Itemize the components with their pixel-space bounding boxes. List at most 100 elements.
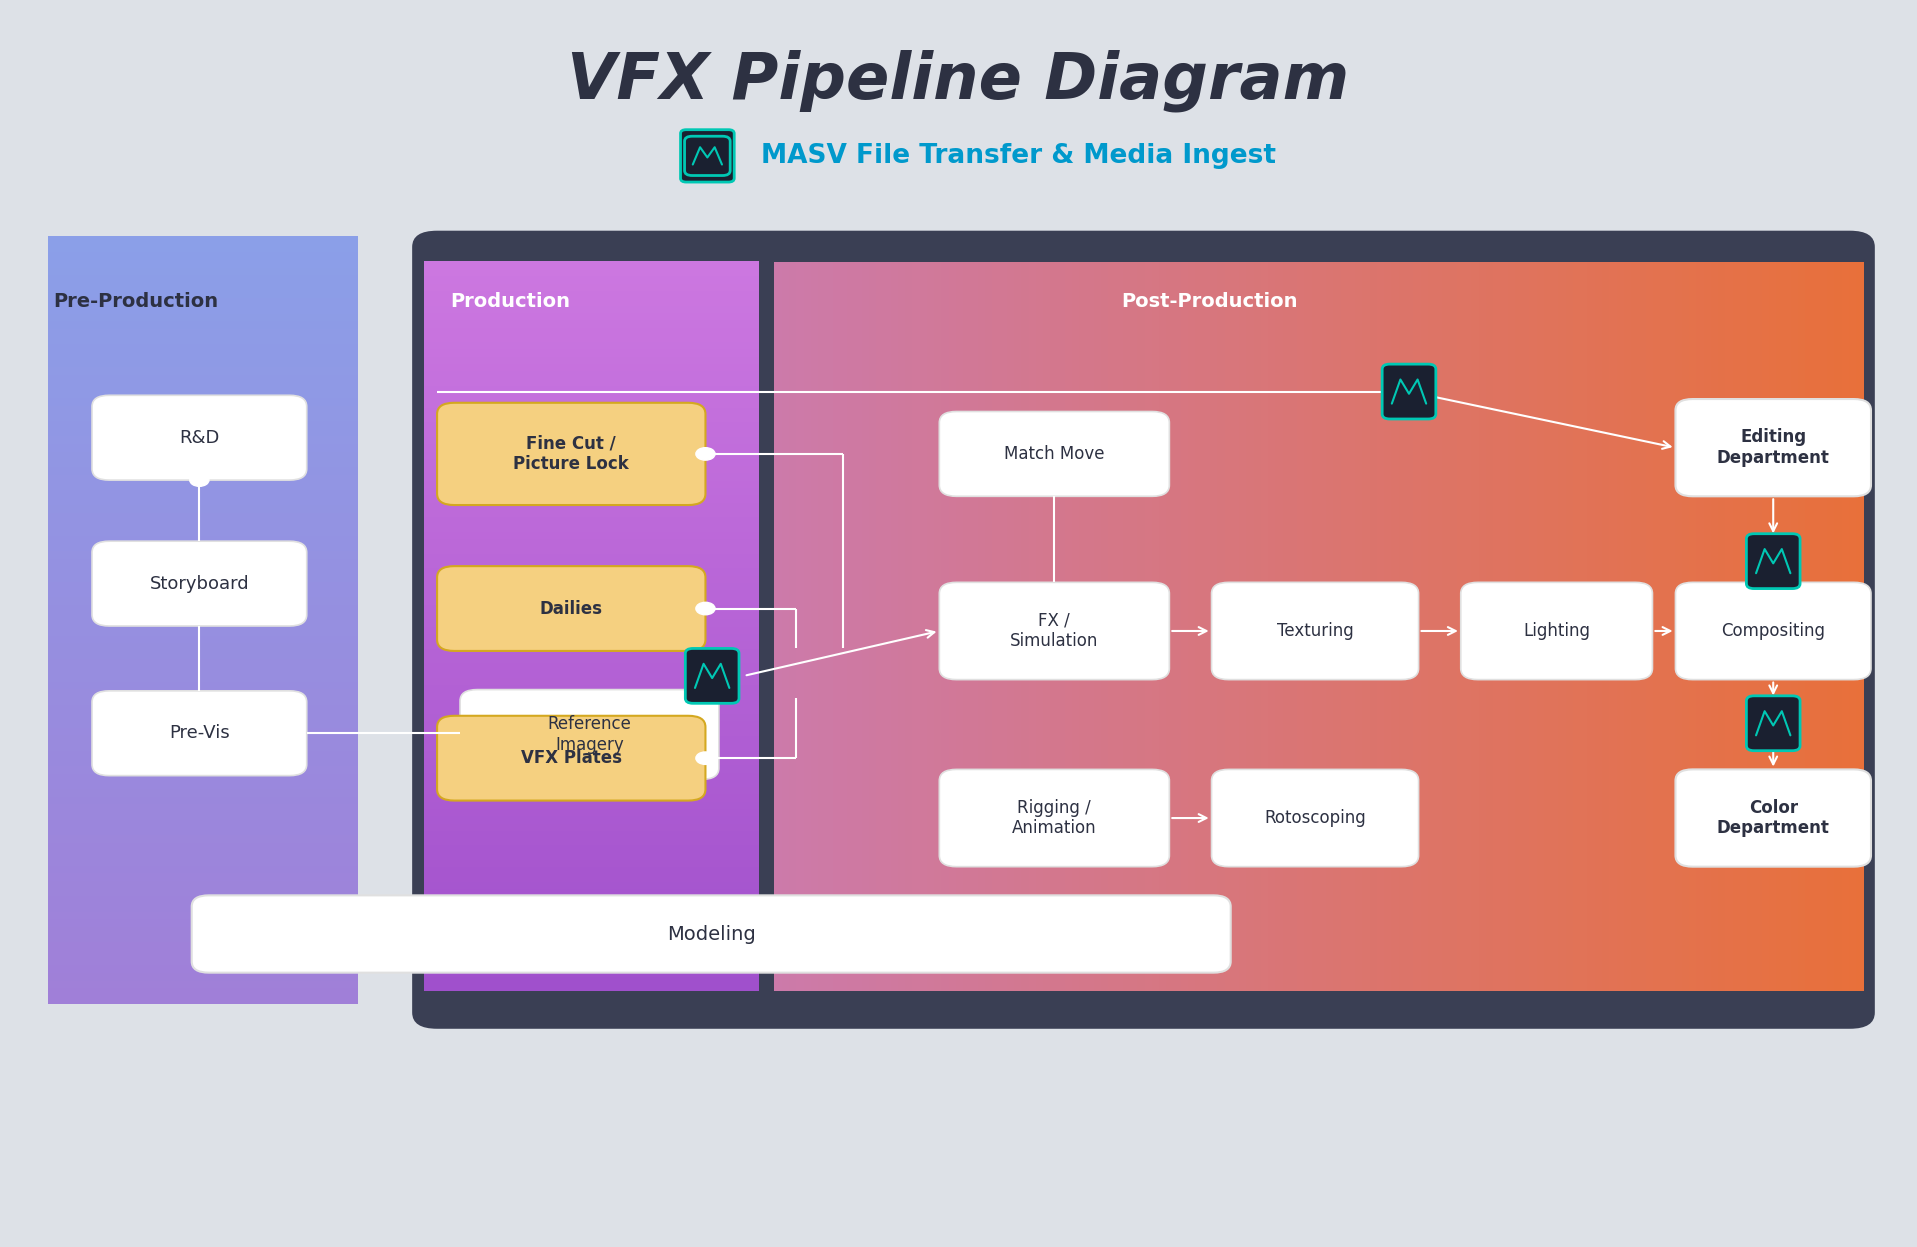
Text: Production: Production [450, 292, 571, 312]
Bar [424, 626, 759, 633]
Bar [1697, 262, 1704, 991]
Bar [1522, 262, 1530, 991]
Bar [424, 749, 759, 758]
Bar [1087, 262, 1095, 991]
Bar [48, 627, 358, 636]
Bar [424, 291, 759, 298]
Bar [774, 262, 782, 991]
Bar [48, 444, 358, 451]
Bar [48, 320, 358, 329]
Bar [840, 262, 847, 991]
Bar [48, 259, 358, 268]
Bar [424, 567, 759, 576]
Bar [934, 262, 943, 991]
Text: R&D: R&D [178, 429, 220, 446]
Bar [48, 696, 358, 705]
Bar [1298, 262, 1305, 991]
Bar [48, 995, 358, 1004]
Bar [424, 670, 759, 677]
Bar [941, 262, 949, 991]
Bar [1660, 262, 1668, 991]
Bar [1043, 262, 1051, 991]
Bar [1762, 262, 1769, 991]
Bar [1566, 262, 1574, 991]
Bar [1100, 262, 1110, 991]
Bar [48, 850, 358, 858]
Bar [1856, 262, 1865, 991]
Bar [962, 262, 972, 991]
Bar [1442, 262, 1451, 991]
FancyBboxPatch shape [1212, 582, 1419, 680]
Bar [48, 888, 358, 897]
Bar [424, 801, 759, 809]
Bar [48, 620, 358, 628]
Text: Lighting: Lighting [1524, 622, 1589, 640]
Bar [48, 919, 358, 928]
Bar [424, 925, 759, 933]
FancyBboxPatch shape [1675, 769, 1871, 867]
Bar [424, 895, 759, 904]
Bar [1210, 262, 1217, 991]
Bar [424, 385, 759, 393]
Bar [424, 882, 759, 889]
Bar [48, 420, 358, 429]
Bar [1587, 262, 1595, 991]
Bar [1501, 262, 1509, 991]
Bar [1704, 262, 1712, 991]
Bar [1551, 262, 1559, 991]
Bar [920, 262, 928, 991]
Bar [1079, 262, 1087, 991]
Bar [1022, 262, 1029, 991]
Bar [48, 398, 358, 405]
Bar [803, 262, 811, 991]
FancyBboxPatch shape [1382, 364, 1436, 419]
Bar [48, 282, 358, 291]
Bar [48, 988, 358, 996]
Bar [48, 712, 358, 720]
Bar [48, 513, 358, 521]
Bar [424, 655, 759, 663]
Bar [970, 262, 980, 991]
Bar [1392, 262, 1399, 991]
Text: FX /
Simulation: FX / Simulation [1010, 611, 1098, 651]
FancyBboxPatch shape [1746, 696, 1800, 751]
FancyBboxPatch shape [92, 541, 307, 626]
Bar [1842, 262, 1850, 991]
Bar [48, 597, 358, 605]
Bar [1311, 262, 1321, 991]
Bar [424, 539, 759, 546]
Bar [1777, 262, 1785, 991]
Bar [48, 589, 358, 597]
Bar [1741, 262, 1748, 991]
Bar [48, 466, 358, 475]
Bar [1530, 262, 1537, 991]
Bar [48, 927, 358, 935]
Bar [1457, 262, 1465, 991]
Bar [1095, 262, 1102, 991]
FancyBboxPatch shape [460, 690, 719, 779]
Bar [48, 298, 358, 306]
Bar [48, 274, 358, 283]
Bar [48, 834, 358, 843]
Bar [796, 262, 805, 991]
Bar [1668, 262, 1675, 991]
Bar [48, 328, 358, 337]
Bar [424, 262, 759, 269]
Bar [1152, 262, 1160, 991]
Bar [48, 788, 358, 797]
Bar [424, 728, 759, 736]
Bar [424, 436, 759, 444]
Bar [1718, 262, 1727, 991]
Bar [424, 349, 759, 357]
Text: Texturing: Texturing [1277, 622, 1353, 640]
Bar [1123, 262, 1131, 991]
Bar [832, 262, 842, 991]
Bar [424, 867, 759, 874]
Bar [1733, 262, 1741, 991]
Bar [48, 474, 358, 483]
Text: Pre-Vis: Pre-Vis [169, 725, 230, 742]
Bar [424, 414, 759, 423]
Bar [48, 904, 358, 912]
FancyBboxPatch shape [192, 895, 1231, 973]
Bar [424, 743, 759, 751]
